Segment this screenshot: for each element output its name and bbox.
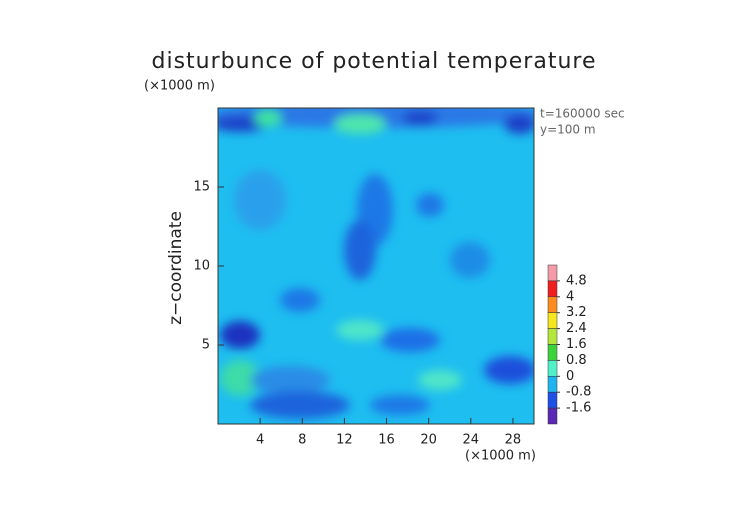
- colorbar-box: [547, 296, 558, 313]
- colorbar-label: 2.4: [566, 321, 587, 336]
- x-tick-label: 28: [505, 433, 522, 448]
- x-unit: (×1000 m): [465, 449, 536, 464]
- colorbar-label: -1.6: [566, 401, 591, 416]
- colorbar-label: 0.8: [566, 353, 587, 368]
- annotation: y=100 m: [540, 123, 596, 137]
- colorbar-box: [547, 407, 558, 425]
- y-tick-label: 5: [202, 338, 210, 353]
- colorbar-label: -0.8: [566, 385, 591, 400]
- colorbar-box: [547, 376, 558, 393]
- contour-field: [218, 108, 534, 424]
- y-tick-label: 15: [193, 180, 210, 195]
- x-tick-label: 8: [298, 433, 306, 448]
- colorbar-box: [547, 264, 558, 282]
- annotation: t=160000 sec: [540, 107, 625, 121]
- colorbar-label: 4.8: [566, 273, 587, 288]
- x-tick-label: 4: [256, 433, 264, 448]
- x-tick-label: 24: [463, 433, 480, 448]
- chart-title: disturbunce of potential temperature: [152, 49, 597, 74]
- x-tick-label: 20: [420, 433, 437, 448]
- colorbar-label: 0: [566, 369, 574, 384]
- colorbar-box: [547, 360, 558, 377]
- colorbar-box: [547, 344, 558, 361]
- y-unit: (×1000 m): [144, 79, 215, 94]
- colorbar-box: [547, 328, 558, 345]
- y-axis-label: z−coordinate: [166, 211, 186, 325]
- colorbar-box: [547, 312, 558, 329]
- colorbar-label: 3.2: [566, 305, 587, 320]
- colorbar-label: 4: [566, 289, 574, 304]
- colorbar-box: [547, 391, 558, 409]
- colorbar-label: 1.6: [566, 337, 587, 352]
- y-tick-label: 10: [193, 259, 210, 274]
- x-tick-label: 16: [378, 433, 395, 448]
- colorbar-box: [547, 280, 558, 298]
- x-tick-label: 12: [336, 433, 353, 448]
